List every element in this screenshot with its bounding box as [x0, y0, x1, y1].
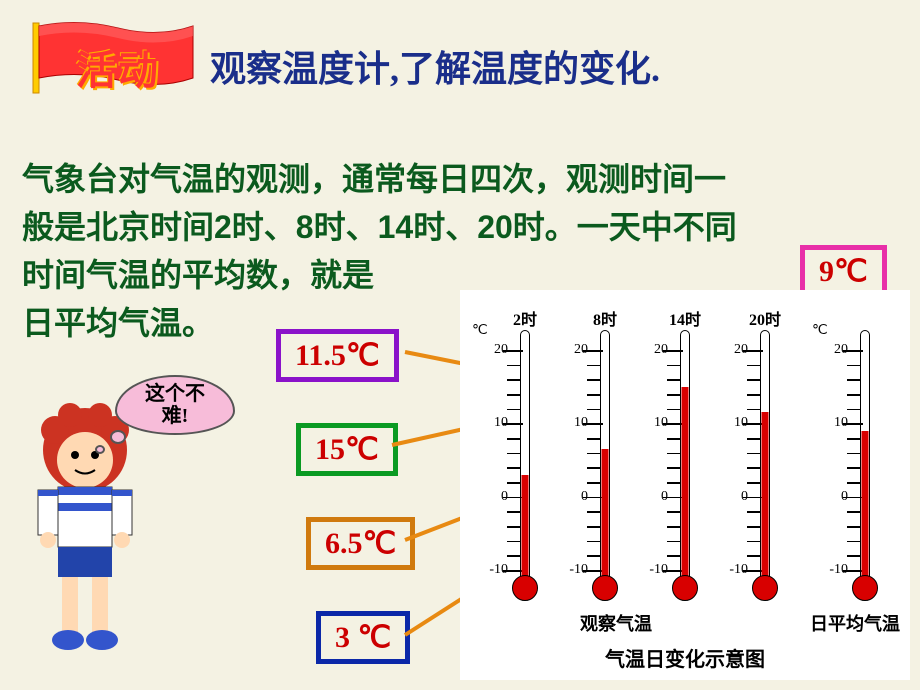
- tick-label: 20: [638, 342, 668, 358]
- tick-label: 20: [818, 342, 848, 358]
- para-line-3: 时间气温的平均数，就是: [22, 257, 374, 293]
- tick-label: 0: [718, 489, 748, 505]
- tick-label: 20: [478, 342, 508, 358]
- tick-label: -10: [818, 562, 848, 578]
- thermo-time-label: 2时: [480, 306, 570, 330]
- thermometer-1: 8时 -10 0 10 20: [560, 300, 650, 620]
- thought-bubble: 这个不 难!: [115, 375, 255, 455]
- page-title: 观察温度计,了解温度的变化.: [210, 40, 660, 92]
- flag-label: 活动: [76, 38, 160, 96]
- thermo-time-label: 8时: [560, 306, 650, 330]
- tick-label: -10: [638, 562, 668, 578]
- para-line-1: 气象台对气温的观测，通常每日四次，观测时间一: [22, 161, 726, 197]
- tick-label: -10: [558, 562, 588, 578]
- thermometer-2: 14时 -10 0 10 20: [640, 300, 730, 620]
- tick-label: 0: [478, 489, 508, 505]
- para-line-4: 日平均气温。: [22, 305, 214, 341]
- diagram-main-caption: 气温日变化示意图: [460, 643, 910, 672]
- tick-label: 0: [818, 489, 848, 505]
- tick-label: -10: [718, 562, 748, 578]
- tick-label: 10: [718, 415, 748, 431]
- caption-observe: 观察气温: [580, 610, 652, 636]
- tick-label: 20: [718, 342, 748, 358]
- thermometer-0: 2时 -10 0 10 20: [480, 300, 570, 620]
- thermo-time-label: 20时: [720, 306, 810, 330]
- temp-box-6-5: 6.5℃: [306, 517, 415, 570]
- tick-label: 10: [638, 415, 668, 431]
- tick-label: 20: [558, 342, 588, 358]
- thermometer-3: 20时 -10 0 10 20: [720, 300, 810, 620]
- tick-label: 0: [638, 489, 668, 505]
- tick-label: 10: [558, 415, 588, 431]
- para-line-2: 般是北京时间2时、8时、14时、20时。一天中不同: [22, 209, 737, 245]
- caption-average: 日平均气温: [810, 610, 900, 636]
- tick-label: -10: [478, 562, 508, 578]
- thought-text: 这个不 难!: [145, 383, 205, 427]
- thought-bubble-shape: 这个不 难!: [115, 375, 235, 435]
- flag-banner: 活动: [28, 18, 198, 98]
- temp-box-15: 15℃: [296, 423, 398, 476]
- temp-box-3: 3 ℃: [316, 611, 410, 664]
- tick-label: 0: [558, 489, 588, 505]
- temp-box-11-5: 11.5℃: [276, 329, 399, 382]
- tick-label: 10: [818, 415, 848, 431]
- thermometer-diagram: ℃ ℃ 2时-10010208时-100102014时-100102020时-1…: [460, 290, 910, 680]
- thermo-time-label: 14时: [640, 306, 730, 330]
- tick-label: 10: [478, 415, 508, 431]
- thermometer-4: -10 0 10 20: [820, 300, 910, 620]
